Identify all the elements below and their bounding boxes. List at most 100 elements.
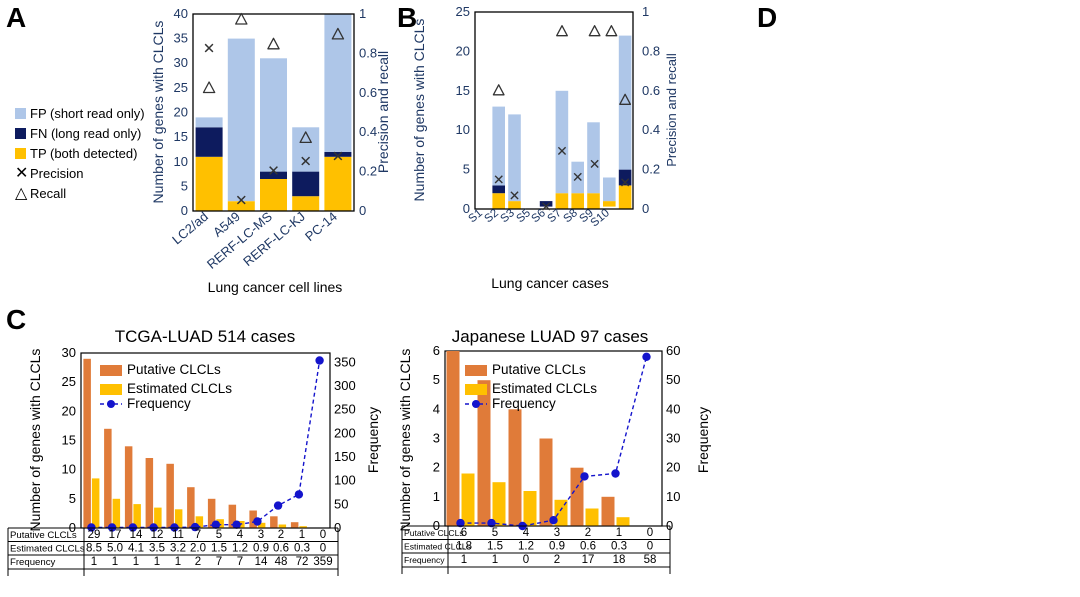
svg-text:300: 300 — [334, 378, 356, 393]
svg-text:1: 1 — [492, 554, 498, 566]
svg-text:40: 40 — [666, 401, 680, 416]
svg-text:1: 1 — [616, 527, 622, 539]
svg-text:5: 5 — [463, 162, 470, 177]
svg-text:Frequency: Frequency — [695, 407, 711, 473]
svg-text:0.3: 0.3 — [294, 543, 310, 555]
svg-text:15: 15 — [62, 433, 76, 448]
svg-text:0.6: 0.6 — [642, 83, 660, 98]
svg-text:Precision and recall: Precision and recall — [664, 53, 679, 167]
svg-text:Frequency: Frequency — [492, 396, 556, 411]
svg-text:Number of genes with CLCLs: Number of genes with CLCLs — [27, 349, 43, 532]
svg-text:72: 72 — [296, 556, 309, 568]
svg-text:17: 17 — [582, 554, 595, 566]
svg-text:5: 5 — [181, 178, 188, 193]
svg-text:3: 3 — [433, 431, 440, 446]
svg-text:0: 0 — [320, 529, 326, 541]
svg-text:1.5: 1.5 — [487, 541, 503, 553]
svg-text:Putative CLCLs: Putative CLCLs — [492, 362, 586, 377]
svg-text:20: 20 — [666, 460, 680, 475]
svg-text:58: 58 — [644, 554, 657, 566]
svg-text:Japanese LUAD 97 cases: Japanese LUAD 97 cases — [452, 327, 649, 346]
svg-text:6: 6 — [433, 343, 440, 358]
svg-text:14: 14 — [255, 556, 268, 568]
svg-text:✕: ✕ — [235, 193, 248, 210]
svg-text:12: 12 — [151, 529, 164, 541]
svg-text:TP (both detected): TP (both detected) — [30, 146, 137, 161]
svg-text:PC-14: PC-14 — [302, 209, 340, 244]
svg-text:2: 2 — [278, 529, 284, 541]
svg-text:1: 1 — [461, 554, 467, 566]
svg-text:20: 20 — [456, 43, 470, 58]
svg-text:4: 4 — [433, 401, 440, 416]
svg-text:0: 0 — [647, 527, 653, 539]
svg-text:10: 10 — [456, 122, 470, 137]
svg-text:FP (short read only): FP (short read only) — [30, 106, 145, 121]
svg-text:15: 15 — [456, 83, 470, 98]
svg-text:Frequency: Frequency — [404, 555, 445, 565]
svg-text:✕: ✕ — [509, 187, 521, 203]
svg-text:Frequency: Frequency — [127, 396, 191, 411]
svg-text:7: 7 — [216, 556, 222, 568]
svg-text:Frequency: Frequency — [10, 557, 56, 568]
svg-text:1.8: 1.8 — [456, 541, 472, 553]
svg-text:Frequency: Frequency — [365, 407, 381, 473]
svg-text:0: 0 — [523, 554, 529, 566]
svg-text:60: 60 — [666, 343, 680, 358]
svg-text:48: 48 — [275, 556, 288, 568]
svg-text:17: 17 — [109, 529, 122, 541]
svg-text:14: 14 — [130, 529, 143, 541]
svg-text:30: 30 — [666, 431, 680, 446]
svg-text:3: 3 — [554, 527, 560, 539]
svg-text:5: 5 — [69, 491, 76, 506]
svg-text:0.6: 0.6 — [273, 543, 289, 555]
svg-text:7: 7 — [237, 556, 243, 568]
svg-text:20: 20 — [62, 403, 76, 418]
svg-text:Recall: Recall — [30, 186, 66, 201]
svg-text:150: 150 — [334, 449, 356, 464]
svg-text:2: 2 — [195, 556, 201, 568]
svg-text:✕: ✕ — [572, 169, 584, 185]
svg-text:35: 35 — [174, 31, 188, 46]
svg-text:0: 0 — [642, 201, 649, 216]
svg-text:250: 250 — [334, 402, 356, 417]
svg-text:1: 1 — [299, 529, 305, 541]
svg-text:Lung cancer cases: Lung cancer cases — [491, 275, 609, 291]
svg-text:Number of genes with CLCLs: Number of genes with CLCLs — [150, 21, 166, 204]
svg-text:0.9: 0.9 — [253, 543, 269, 555]
svg-text:0: 0 — [359, 203, 366, 218]
svg-text:Putative CLCLs: Putative CLCLs — [404, 528, 464, 538]
svg-text:40: 40 — [174, 6, 188, 21]
svg-text:5: 5 — [492, 527, 498, 539]
svg-text:4.1: 4.1 — [128, 543, 144, 555]
svg-text:Number of genes with CLCLs: Number of genes with CLCLs — [411, 19, 427, 202]
svg-text:0: 0 — [320, 543, 326, 555]
svg-text:✕: ✕ — [332, 149, 345, 166]
svg-text:✕: ✕ — [556, 143, 568, 159]
svg-text:✕: ✕ — [589, 156, 601, 172]
svg-text:29: 29 — [88, 529, 101, 541]
svg-text:0.6: 0.6 — [580, 541, 596, 553]
svg-text:Estimated CLCLs: Estimated CLCLs — [127, 381, 232, 396]
svg-text:8.5: 8.5 — [86, 543, 102, 555]
svg-text:✕: ✕ — [15, 165, 28, 182]
svg-text:Putative CLCLs: Putative CLCLs — [127, 362, 221, 377]
svg-text:5.0: 5.0 — [107, 543, 123, 555]
svg-text:1: 1 — [359, 6, 366, 21]
svg-text:Lung cancer cell lines: Lung cancer cell lines — [208, 279, 343, 295]
svg-text:50: 50 — [334, 496, 348, 511]
svg-text:LC2/ad: LC2/ad — [169, 209, 211, 247]
svg-text:10: 10 — [174, 154, 188, 169]
svg-text:3: 3 — [258, 529, 264, 541]
svg-text:5: 5 — [433, 372, 440, 387]
svg-text:350: 350 — [334, 354, 356, 369]
svg-text:11: 11 — [172, 529, 184, 541]
svg-text:Number of genes with CLCLs: Number of genes with CLCLs — [400, 349, 413, 532]
svg-text:Putative CLCLs: Putative CLCLs — [10, 530, 77, 541]
svg-text:6: 6 — [461, 527, 467, 539]
svg-text:✕: ✕ — [203, 41, 216, 58]
svg-text:1: 1 — [91, 556, 97, 568]
svg-text:2: 2 — [554, 554, 560, 566]
svg-text:1: 1 — [112, 556, 118, 568]
svg-text:1.2: 1.2 — [518, 541, 534, 553]
svg-text:0: 0 — [181, 203, 188, 218]
